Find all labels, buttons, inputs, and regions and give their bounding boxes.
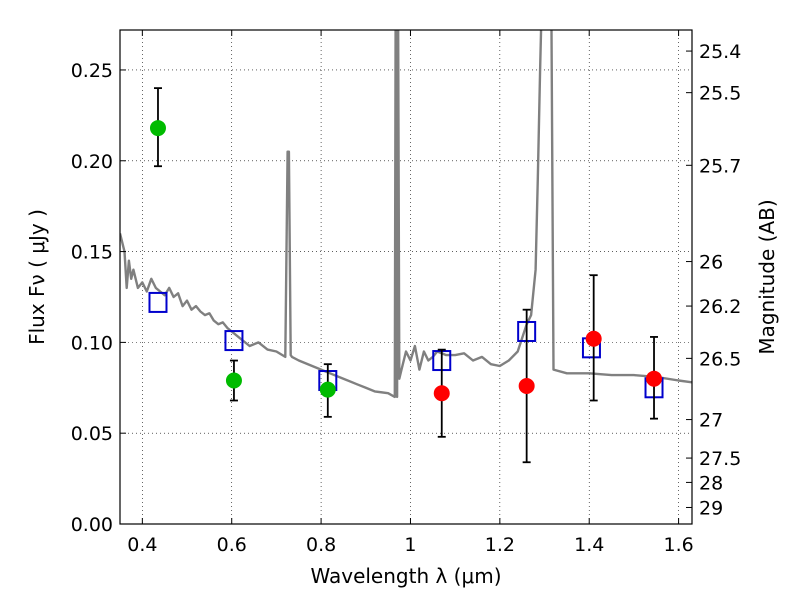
y2-tick-label: 25.7 [699,155,741,177]
y-tick-label: 0.15 [71,242,113,264]
y-axis-label: Flux Fν ( μJy ) [25,209,49,345]
model-spectrum-line [120,30,692,399]
y-tick-label: 0.20 [71,151,113,173]
y2-tick-label: 27.5 [699,448,741,470]
observed-point [319,381,336,398]
x-tick-label: 0.4 [127,534,157,556]
y2-tick-label: 29 [699,497,723,519]
x-tick-label: 0.8 [306,534,336,556]
plot-area [120,30,692,464]
y2-tick-label: 27 [699,410,723,432]
y-tick-label: 0.00 [71,514,113,536]
x-tick-label: 0.6 [217,534,247,556]
y2-axis-label: Magnitude (AB) [755,199,779,354]
x-tick-label: 1.4 [574,534,604,556]
observed-point [518,377,535,394]
y2-tick-label: 26.2 [699,296,741,318]
observed-point [646,370,663,387]
observed-point [225,372,242,389]
plot-frame [119,29,693,525]
observed-point [585,330,602,347]
y2-tick-label: 25.5 [699,83,741,105]
y-tick-label: 0.05 [71,423,113,445]
y2-tick-label: 25.4 [699,41,741,63]
model-point-square [148,291,168,313]
y2-tick-label: 26 [699,252,723,274]
x-axis-label: Wavelength λ (μm) [310,564,501,588]
axis-ticks: 0.4 0.6 0.8 1 1.2 1.4 1.6 0.00 0.05 0.10 0.15 0.20 0… [71,30,741,556]
model-point-square [224,330,244,352]
y-tick-label: 0.25 [71,60,113,82]
y2-tick-label: 26.5 [699,348,741,370]
x-tick-label: 1 [404,534,416,556]
x-tick-label: 1.2 [485,534,515,556]
y2-tick-label: 28 [699,472,723,494]
observed-point [433,385,450,402]
y-tick-label: 0.10 [71,332,113,354]
observed-point [149,120,166,137]
x-tick-label: 1.6 [663,534,693,556]
